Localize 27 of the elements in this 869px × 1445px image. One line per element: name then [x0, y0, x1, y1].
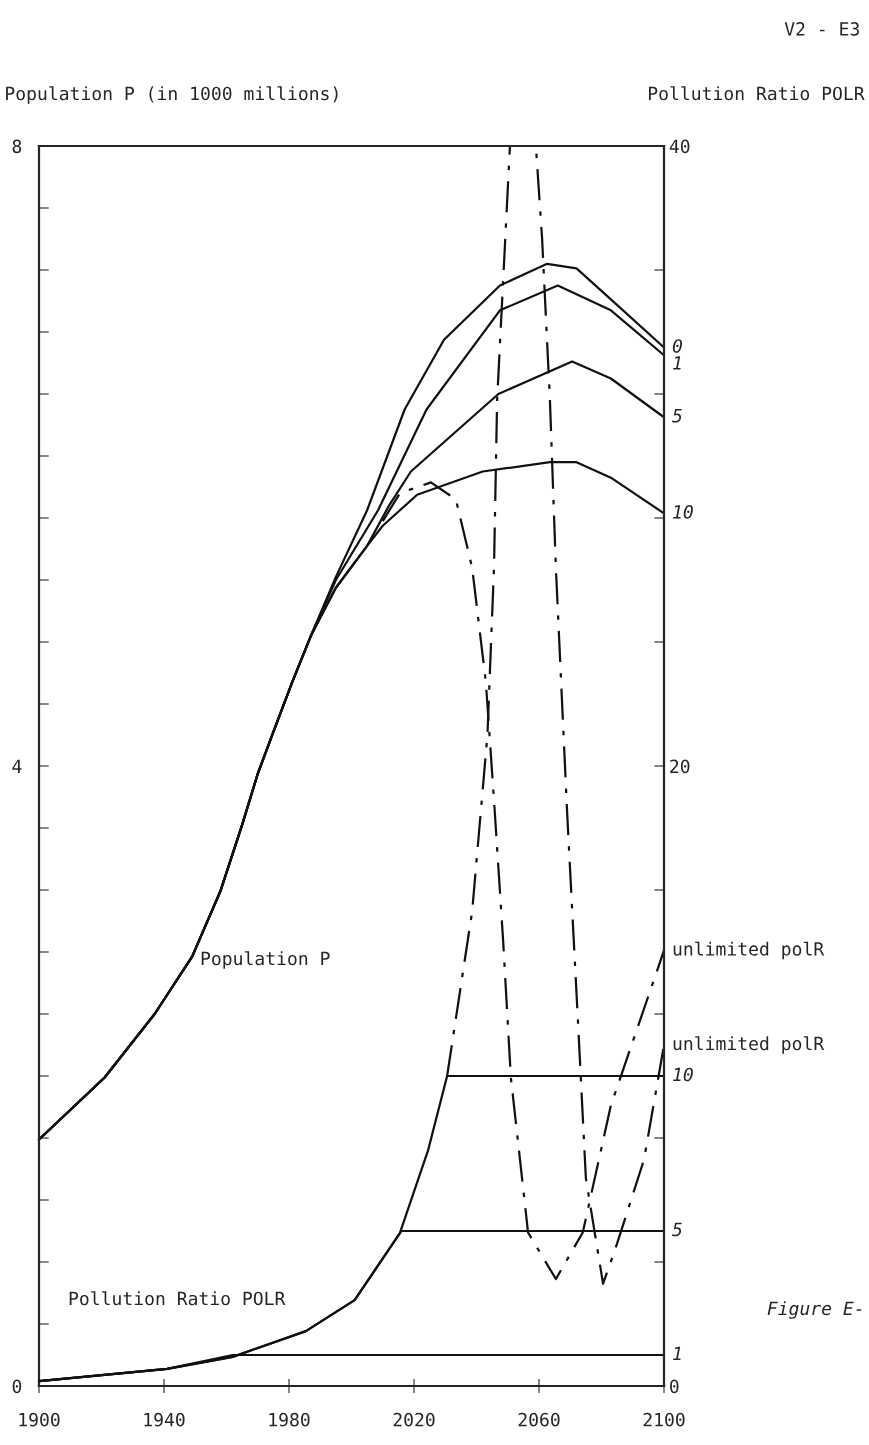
series-label: 10 [673, 504, 693, 519]
series-label: 0 [672, 339, 683, 353]
y2-tick-label: 40 [669, 139, 690, 154]
x-tick-label: 2060 [518, 1412, 560, 1427]
y2-tick-label: 0 [670, 1379, 679, 1394]
y-tick-label: 8 [12, 139, 22, 154]
x-tick-label: 2100 [643, 1412, 685, 1427]
series-label: 5 [672, 409, 682, 423]
y2-axis-title: Pollution Ratio POLR [648, 86, 865, 101]
y2-tick-label: 20 [670, 759, 690, 774]
text: V2 - E3 [784, 22, 859, 36]
x-tick-label: 1980 [269, 1412, 310, 1427]
series-label: 10 [673, 1067, 693, 1082]
series-label: unlimited polR [673, 941, 825, 960]
x-tick-label: 1900 [19, 1412, 60, 1427]
x-tick-label: 2020 [393, 1412, 435, 1427]
x-tick-label: 1940 [144, 1412, 185, 1427]
annotation: Population P [201, 951, 330, 969]
y-tick-label: 0 [12, 1379, 22, 1394]
annotation: Pollution Ratio POLR [69, 1291, 286, 1306]
series-label: 1 [673, 1346, 681, 1361]
series-label: 1 [673, 356, 681, 370]
y-axis-title: Population P (in 1000 millions) [6, 86, 338, 104]
y-tick-label: 4 [12, 759, 22, 773]
series-label: unlimited polR [673, 1036, 825, 1054]
text: Figure E- [767, 1301, 862, 1319]
series-label: 5 [672, 1222, 682, 1237]
